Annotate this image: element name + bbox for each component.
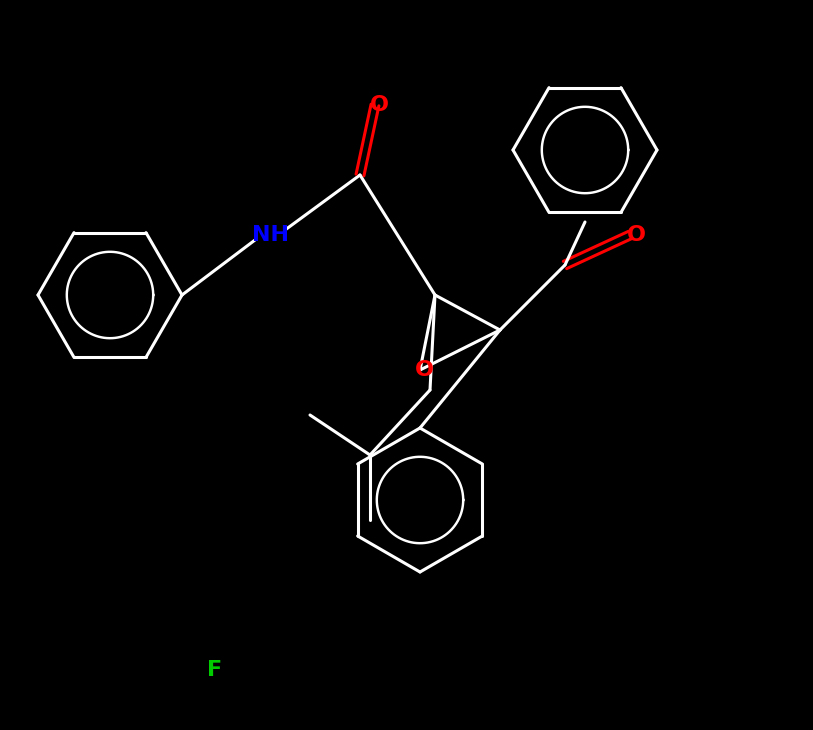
Text: O: O [627, 225, 646, 245]
Text: O: O [369, 95, 389, 115]
Text: NH: NH [251, 225, 289, 245]
Text: O: O [415, 360, 433, 380]
Text: F: F [207, 660, 223, 680]
